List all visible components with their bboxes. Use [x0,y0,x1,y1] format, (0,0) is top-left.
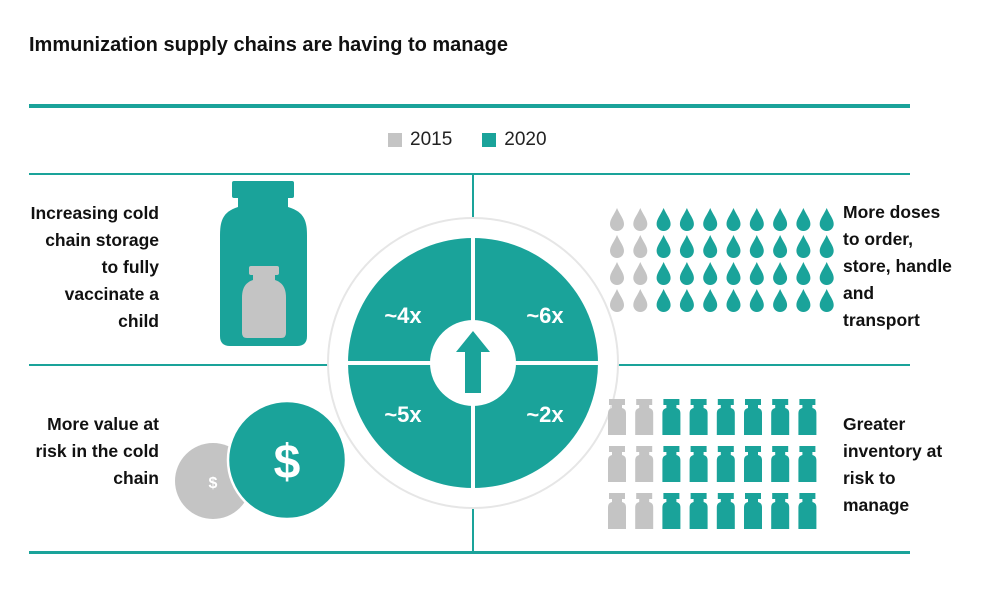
drop-icon [749,289,764,312]
multiplier-top-left: ~4x [384,303,422,328]
top-rule [29,104,910,108]
drop-icon [703,208,718,231]
drop-icon [679,235,694,258]
vial-icon [716,446,735,482]
multiplier-bottom-right: ~2x [526,402,564,427]
inventory-at-risk-text: Greater inventory at risk to manage [843,414,943,515]
drop-icon [819,235,834,258]
drop-icon [703,235,718,258]
vial-icon [744,399,762,435]
drop-icon [633,208,648,231]
drop-icon [773,235,788,258]
drop-icon [726,235,741,258]
vial-icon [798,446,817,482]
legend-swatch-2015 [388,133,402,147]
drop-icon [610,235,624,258]
drop-icon [633,289,648,312]
vial-icon [635,493,654,529]
drop-icon [703,262,718,285]
inventory-vials-grid [608,399,817,529]
up-arrow-icon [456,331,490,393]
vial-icon [771,446,790,482]
vial-icon [716,399,735,435]
drop-icon [610,262,624,285]
drop-icon [726,208,741,231]
drop-icon [796,208,811,231]
drop-icon [819,289,834,312]
vial-icon [689,446,708,482]
drop-icon [610,289,624,312]
vial-icon [744,446,762,482]
cold-chain-storage-text: Increasing cold chain storage to fully v… [30,203,159,331]
drop-icon [656,208,671,231]
vial-icon [662,493,681,529]
drop-icon [796,289,811,312]
vial-icon [771,399,790,435]
drop-icon [749,262,764,285]
legend-label-2015: 2015 [410,129,453,150]
legend-swatch-2020 [482,133,497,147]
drop-icon [633,235,648,258]
vial-icon [798,399,817,435]
drop-icon [819,208,834,231]
vial-icon [689,493,708,529]
page-title: Immunization supply chains are having to… [29,34,508,56]
more-doses-text: More doses to order, store, handle and t… [843,202,952,330]
vial-icon [608,446,626,482]
vial-icon [635,446,654,482]
central-multiplier-circle: ~4x ~6x ~5x ~2x [327,217,619,509]
vial-icon [771,493,790,529]
drop-icon [749,235,764,258]
legend-rule [29,173,910,175]
drop-icon [656,262,671,285]
drop-icon [726,262,741,285]
drop-icon [773,208,788,231]
vial-icon [220,181,307,346]
vial-icon [635,399,654,435]
multiplier-bottom-left: ~5x [384,402,422,427]
vial-icon [662,446,681,482]
drop-icon [656,289,671,312]
drop-icon [633,262,648,285]
drop-icon [773,289,788,312]
drop-icon [679,289,694,312]
drop-icon [819,262,834,285]
legend-item-2015: 2015 [388,129,452,151]
drop-icon [796,235,811,258]
drop-icon [749,208,764,231]
drop-icon [679,208,694,231]
bottom-rule [29,551,910,554]
drop-icon [796,262,811,285]
value-at-risk-text: More value at risk in the cold chain [35,414,160,488]
drop-icon [656,235,671,258]
dose-drops-grid [610,208,834,312]
vial-icon [798,493,817,529]
vial-icon [689,399,708,435]
small-coin-symbol: $ [209,475,218,492]
legend-label-2020: 2020 [504,129,547,150]
multiplier-top-right: ~6x [526,303,564,328]
legend-item-2020: 2020 [482,129,547,151]
legend: 2015 2020 [388,129,577,151]
vial-icon [662,399,681,435]
drop-icon [773,262,788,285]
vial-icon [608,399,626,435]
drop-icon [610,208,624,231]
vial-icon [716,493,735,529]
drop-icon [679,262,694,285]
vial-icon [608,493,626,529]
drop-icon [726,289,741,312]
coin-icon: $ $ [175,399,348,521]
vial-icon [744,493,762,529]
drop-icon [703,289,718,312]
large-coin-symbol: $ [274,436,301,489]
